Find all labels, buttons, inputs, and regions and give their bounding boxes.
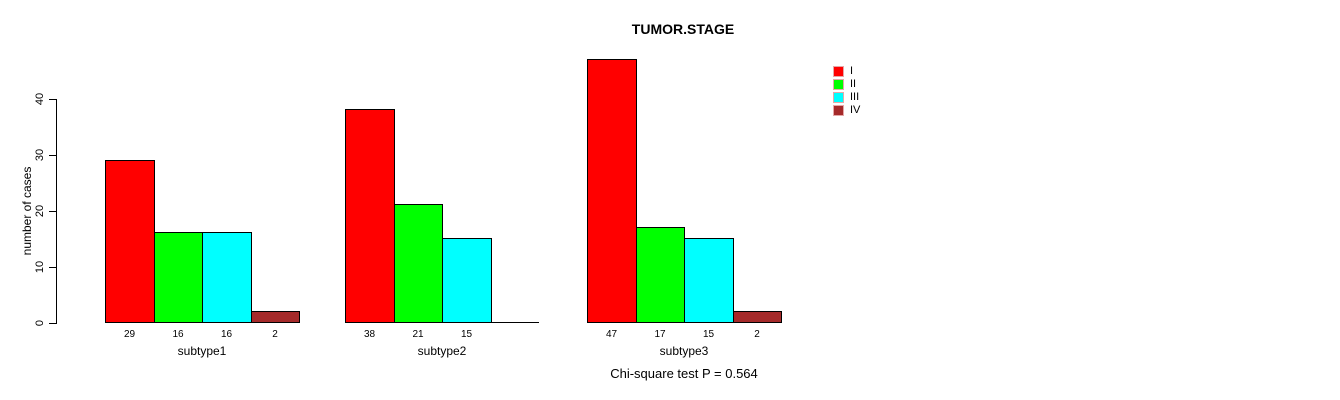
legend-swatch <box>833 105 844 116</box>
chi-square-note: Chi-square test P = 0.564 <box>610 366 758 381</box>
y-tick <box>49 155 56 156</box>
y-axis-title: number of cases <box>20 166 34 256</box>
chart-title: TUMOR.STAGE <box>631 21 735 37</box>
bar-value-label: 2 <box>272 329 278 340</box>
bar-value-label: 2 <box>754 329 760 340</box>
legend-row: III <box>833 91 860 104</box>
bar-value-label: 15 <box>460 329 473 340</box>
bar-stage-III <box>442 238 492 323</box>
bar-value-label: 17 <box>654 329 666 340</box>
bar-stage-I <box>345 109 395 323</box>
y-tick-label: 0 <box>34 319 46 327</box>
legend-swatch <box>833 79 844 90</box>
legend-swatch <box>833 92 844 103</box>
legend-label: III <box>850 91 860 103</box>
y-axis-line <box>56 99 57 324</box>
bar-value-label: 38 <box>363 329 376 340</box>
y-tick <box>49 211 56 212</box>
y-tick <box>49 267 56 268</box>
y-tick-label: 20 <box>34 204 46 218</box>
legend-label: II <box>850 78 857 90</box>
bar-stage-IV <box>733 311 782 323</box>
bar-value-label: 29 <box>123 329 136 340</box>
y-tick-label: 40 <box>34 92 46 106</box>
legend-row: IV <box>833 104 860 117</box>
bar-stage-I <box>105 160 155 323</box>
bar-value-label: 16 <box>172 329 184 340</box>
legend-label: IV <box>850 104 861 116</box>
group-label: subtype1 <box>177 344 227 358</box>
bar-value-label: 15 <box>702 329 715 340</box>
bar-stage-III <box>684 238 734 323</box>
bar-stage-IV <box>251 311 300 323</box>
legend-swatch <box>833 66 844 77</box>
y-tick <box>49 323 56 324</box>
group-label: subtype2 <box>417 344 467 358</box>
bar-value-label: 21 <box>412 329 424 340</box>
bar-stage-I <box>587 59 637 323</box>
legend-row: II <box>833 78 860 91</box>
y-tick <box>49 99 56 100</box>
bar-stage-II <box>154 232 203 323</box>
y-tick-label: 10 <box>34 260 46 274</box>
legend: I II III IV <box>833 65 860 117</box>
legend-row: I <box>833 65 860 78</box>
group-label: subtype3 <box>659 344 709 358</box>
legend-label: I <box>850 65 854 77</box>
bar-value-label: 47 <box>605 329 618 340</box>
bar-stage-III <box>202 232 252 323</box>
bar-value-label: 16 <box>220 329 233 340</box>
bar-stage-II <box>636 227 685 323</box>
y-tick-label: 30 <box>34 148 46 162</box>
bar-stage-II <box>394 204 443 323</box>
